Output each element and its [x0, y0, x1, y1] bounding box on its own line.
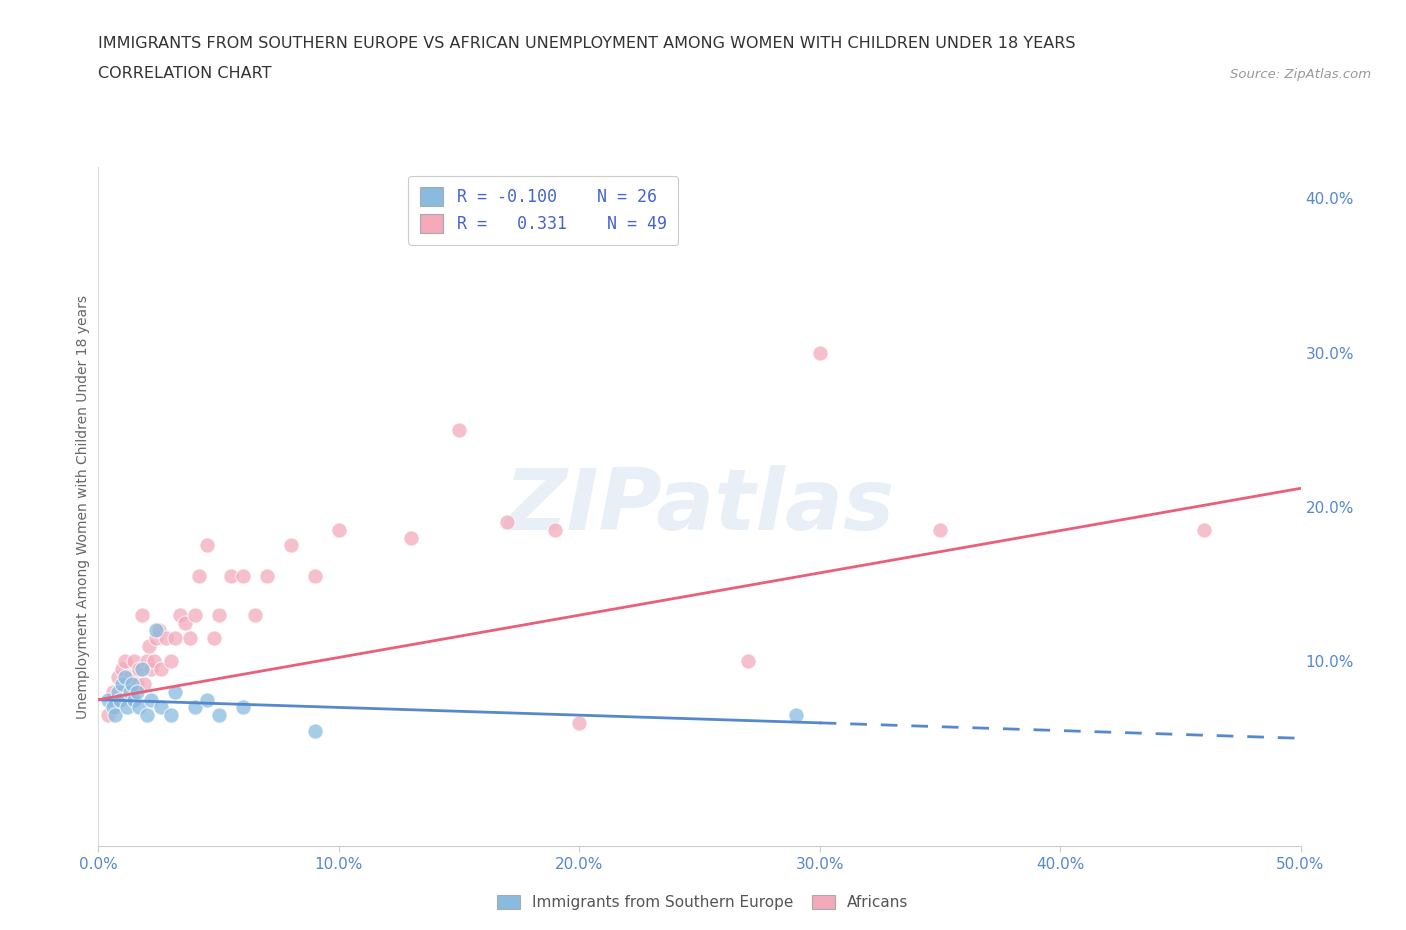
Point [131, 607, 153, 622]
Text: Source: ZipAtlas.com: Source: ZipAtlas.com [1230, 68, 1371, 81]
Point [142, 654, 165, 669]
Point [114, 670, 136, 684]
Point [149, 661, 172, 676]
Point [117, 677, 139, 692]
Legend: Immigrants from Southern Europe, Africans: Immigrants from Southern Europe, African… [489, 887, 917, 918]
Point [208, 607, 231, 622]
Point [97, 708, 120, 723]
Point [148, 623, 170, 638]
Point [169, 607, 191, 622]
Point [121, 692, 143, 707]
Point [118, 684, 141, 699]
Point [785, 708, 807, 723]
Point [125, 677, 148, 692]
Point [195, 538, 218, 552]
Text: IMMIGRANTS FROM SOUTHERN EUROPE VS AFRICAN UNEMPLOYMENT AMONG WOMEN WITH CHILDRE: IMMIGRANTS FROM SOUTHERN EUROPE VS AFRIC… [98, 36, 1076, 51]
Point [118, 670, 141, 684]
Point [183, 607, 205, 622]
Point [135, 708, 157, 723]
Point [107, 684, 129, 699]
Point [1194, 523, 1216, 538]
Point [188, 569, 211, 584]
Point [149, 700, 172, 715]
Point [328, 523, 350, 538]
Legend: R = -0.100    N = 26, R =   0.331    N = 49: R = -0.100 N = 26, R = 0.331 N = 49 [408, 176, 678, 245]
Point [128, 700, 150, 715]
Text: ZIPatlas: ZIPatlas [505, 465, 894, 549]
Point [141, 692, 163, 707]
Point [256, 569, 278, 584]
Point [132, 677, 155, 692]
Point [544, 523, 567, 538]
Y-axis label: Unemployment Among Women with Children Under 18 years: Unemployment Among Women with Children U… [76, 295, 90, 719]
Point [124, 692, 146, 707]
Point [108, 692, 131, 707]
Point [159, 708, 181, 723]
Point [496, 515, 519, 530]
Point [97, 692, 120, 707]
Point [304, 724, 326, 738]
Point [104, 708, 127, 723]
Point [202, 631, 225, 645]
Point [135, 654, 157, 669]
Point [399, 530, 422, 545]
Point [121, 677, 143, 692]
Point [128, 661, 150, 676]
Point [208, 708, 231, 723]
Point [280, 538, 302, 552]
Point [145, 623, 167, 638]
Point [808, 345, 831, 360]
Point [232, 569, 254, 584]
Point [165, 631, 187, 645]
Point [568, 715, 591, 730]
Point [125, 684, 148, 699]
Point [219, 569, 242, 584]
Point [145, 631, 167, 645]
Point [138, 638, 160, 653]
Point [114, 654, 136, 669]
Point [101, 684, 124, 699]
Point [159, 654, 181, 669]
Point [447, 422, 470, 437]
Point [304, 569, 326, 584]
Point [179, 631, 201, 645]
Point [111, 661, 134, 676]
Point [183, 700, 205, 715]
Point [104, 700, 127, 715]
Point [108, 692, 131, 707]
Point [174, 615, 197, 630]
Point [141, 661, 163, 676]
Point [101, 700, 124, 715]
Point [928, 523, 950, 538]
Point [232, 700, 254, 715]
Point [155, 631, 177, 645]
Point [124, 654, 146, 669]
Point [195, 692, 218, 707]
Point [107, 670, 129, 684]
Point [165, 684, 187, 699]
Point [111, 677, 134, 692]
Text: CORRELATION CHART: CORRELATION CHART [98, 66, 271, 81]
Point [131, 661, 153, 676]
Point [737, 654, 759, 669]
Point [243, 607, 266, 622]
Point [117, 700, 139, 715]
